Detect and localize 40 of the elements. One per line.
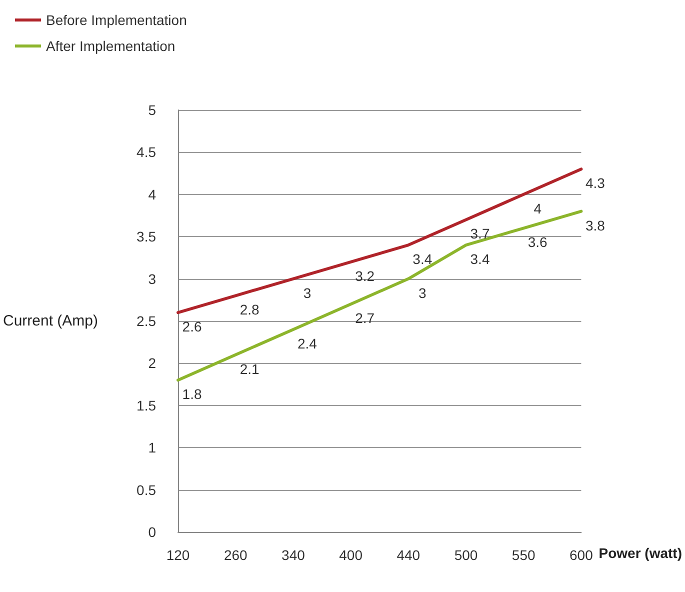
data-label: 3: [418, 284, 427, 301]
x-tick-label: 260: [224, 547, 248, 563]
data-label: 3.4: [470, 251, 490, 268]
data-label: 2.1: [240, 360, 260, 377]
y-tick-label: 1: [148, 440, 156, 456]
y-tick-label: 4.5: [136, 144, 156, 160]
data-label: 3.6: [528, 234, 548, 250]
y-tick-label: 0.5: [136, 482, 156, 498]
y-axis-title: Current (Amp): [2, 312, 98, 330]
data-label: 2.7: [355, 310, 375, 326]
x-tick-label: 400: [339, 547, 363, 563]
data-label: 2.4: [297, 335, 318, 352]
data-label: 4.3: [585, 175, 606, 192]
x-tick-label: 600: [570, 547, 594, 563]
y-tick-label: 4: [148, 186, 156, 202]
y-tick-label: 5: [148, 102, 156, 118]
data-label: 2.8: [240, 302, 260, 318]
y-tick-label: 3: [148, 270, 156, 287]
x-tick-label: 120: [166, 547, 190, 563]
data-label: 2.6: [182, 318, 202, 335]
data-label: 3: [303, 284, 312, 301]
y-tick-label: 3.5: [136, 228, 156, 245]
data-label: 3.2: [355, 268, 375, 284]
y-tick-label: 2.5: [136, 313, 156, 329]
data-label: 1.8: [182, 386, 202, 402]
data-label: 3.8: [585, 217, 606, 234]
x-tick-label: 440: [396, 547, 420, 563]
line-series: [176, 168, 583, 314]
data-label: 3.4: [412, 251, 432, 268]
legend-label: Before Implementation: [46, 12, 187, 28]
y-tick-label: 1.5: [136, 397, 156, 414]
x-axis-title: Power (watt): [598, 545, 682, 561]
data-label: 3.7: [470, 226, 490, 242]
y-tick-label: 0: [148, 524, 156, 540]
legend-label: After Implementation: [46, 38, 176, 54]
y-tick-label: 2: [148, 355, 156, 372]
x-tick-label: 500: [454, 547, 478, 563]
x-tick-label: 340: [282, 547, 306, 563]
x-tick-label: 550: [512, 547, 536, 563]
data-label: 4: [534, 200, 542, 216]
